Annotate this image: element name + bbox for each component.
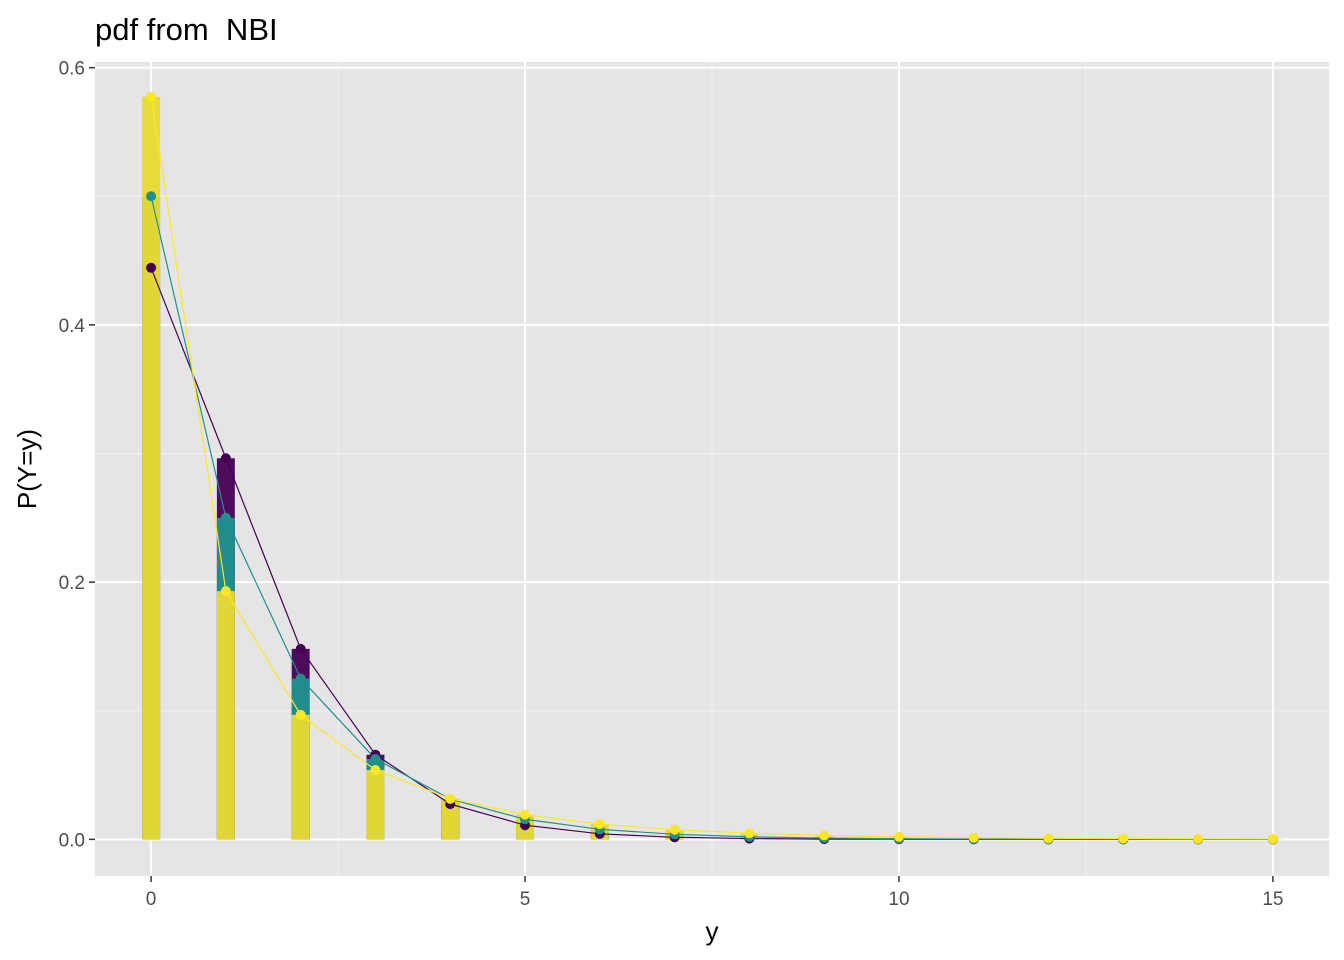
point-series-3-x-10 (893, 831, 904, 842)
y-axis-title: P(Y=y) (12, 429, 42, 509)
y-tick-label: 0.6 (59, 59, 85, 80)
point-series-3-x-15 (1267, 833, 1278, 844)
point-series-3-x-12 (1043, 833, 1054, 844)
point-series-3-x-0 (146, 91, 157, 102)
y-axis: 0.0 0.2 0.4 0.6 (59, 59, 95, 851)
point-series-3-x-2 (295, 709, 306, 720)
point-series-3-x-6 (594, 819, 605, 830)
point-series-3-x-1 (220, 586, 231, 597)
y-tick-label: 0.0 (59, 830, 85, 851)
x-tick-label: 10 (888, 889, 909, 910)
line-series-2 (150, 196, 1273, 840)
x-axis: 0 5 10 15 (146, 876, 1283, 910)
line-series-3 (150, 96, 1273, 840)
point-series-3-x-4 (445, 793, 456, 804)
point-series-1-x-0 (146, 262, 157, 273)
point-series-3-x-9 (819, 830, 830, 841)
series-points (146, 91, 1278, 845)
bar-series-3-x-4 (441, 798, 460, 840)
x-tick-label: 15 (1262, 889, 1283, 910)
y-tick-label: 0.4 (59, 316, 86, 337)
chart-title: pdf from NBI (95, 12, 278, 47)
point-series-1-x-2 (295, 643, 306, 654)
bar-series-3-x-3 (366, 770, 385, 840)
y-tick-label: 0.2 (59, 573, 85, 594)
point-series-3-x-3 (370, 765, 381, 776)
point-series-2-x-1 (220, 512, 231, 523)
x-tick-label: 0 (146, 889, 157, 910)
point-series-3-x-8 (744, 828, 755, 839)
point-series-3-x-14 (1193, 833, 1204, 844)
x-tick-label: 5 (520, 889, 531, 910)
point-series-3-x-5 (520, 809, 531, 820)
series-lines (150, 96, 1273, 840)
point-series-2-x-3 (370, 753, 381, 764)
bar-series-3-x-0 (142, 96, 161, 840)
bar-series-3-x-1 (216, 591, 235, 840)
x-axis-title: y (706, 916, 719, 946)
bar-series-3-x-2 (291, 714, 310, 840)
point-series-2-x-2 (295, 673, 306, 684)
point-series-3-x-11 (968, 832, 979, 843)
point-series-3-x-7 (669, 824, 680, 835)
point-series-1-x-1 (220, 453, 231, 464)
point-series-3-x-13 (1118, 833, 1129, 844)
point-series-2-x-0 (146, 191, 157, 202)
